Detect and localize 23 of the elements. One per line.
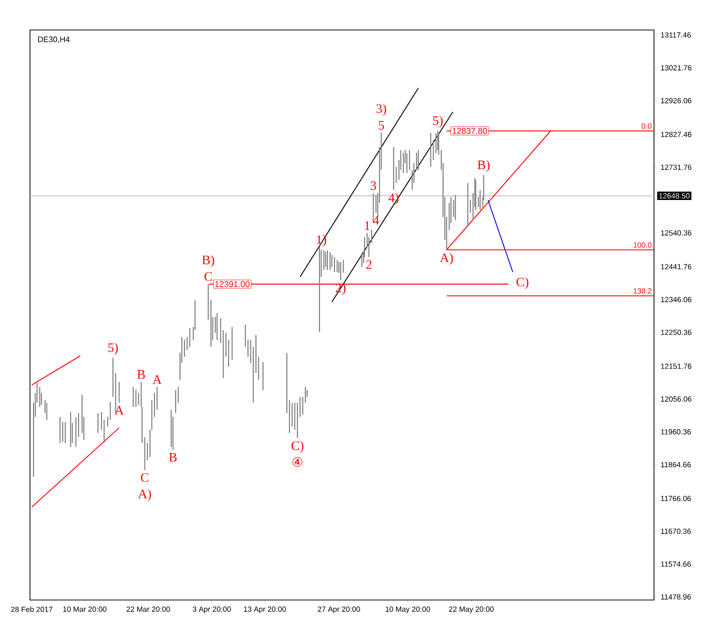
annotation: 1 [365, 221, 370, 230]
annotation: ④ [292, 456, 302, 467]
annotation: C [140, 473, 148, 482]
annotation: C [204, 272, 212, 281]
annotation: A [152, 375, 162, 384]
annotation: B) [202, 255, 214, 267]
annotation: C) [291, 440, 304, 453]
annotation: 5 [378, 121, 384, 130]
annotation: 12391.00 [215, 281, 250, 288]
annotation: 5) [108, 342, 118, 355]
annotation: 12837.80 [452, 128, 487, 134]
annotation: 3) [376, 104, 386, 116]
annotation: 2 [366, 260, 372, 269]
annotation: A) [440, 253, 453, 265]
annotation: 3 [370, 181, 376, 190]
annotation: C) [516, 277, 528, 290]
annotation: 5) [433, 116, 443, 128]
annotation: B [169, 452, 177, 462]
annotation: A) [138, 489, 152, 501]
annotation: B) [478, 160, 490, 172]
annotation: A [114, 406, 124, 415]
annotation: 4 [372, 216, 380, 225]
annotation: B [137, 370, 145, 379]
